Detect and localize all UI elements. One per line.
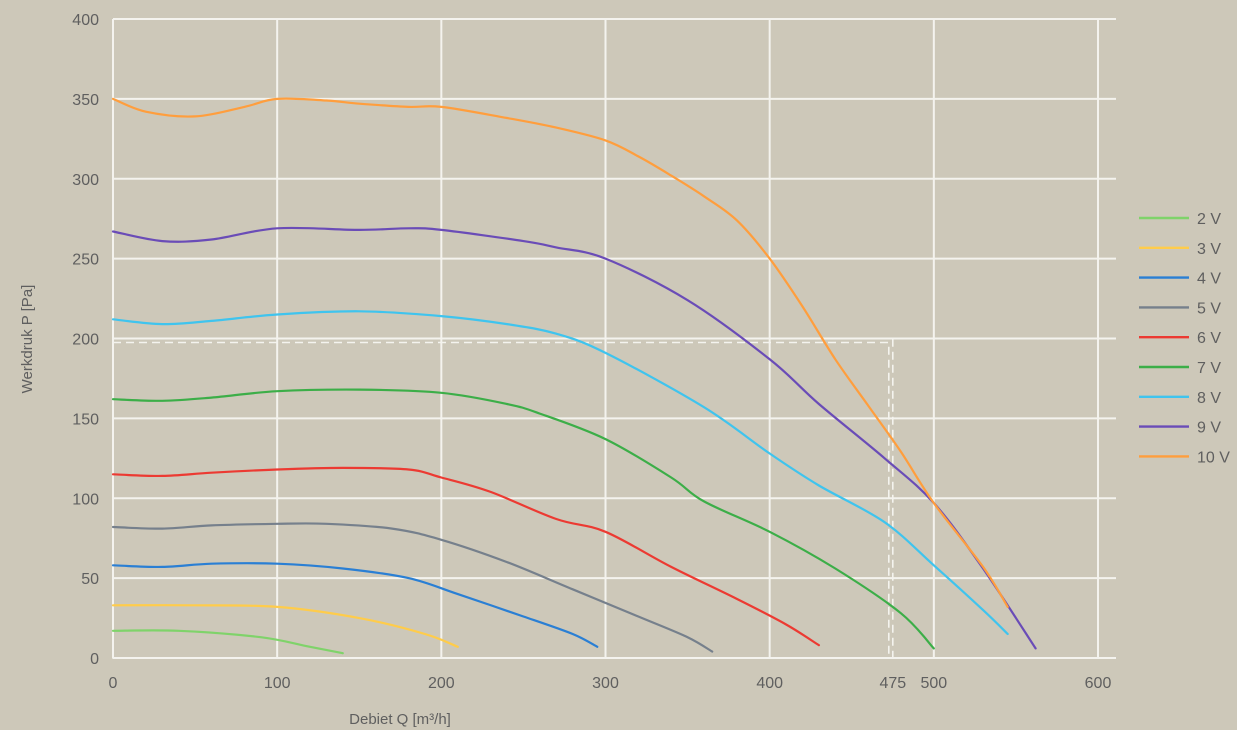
- y-tick-label: 150: [72, 411, 99, 428]
- y-tick-label: 350: [72, 92, 99, 109]
- legend-item-5v: 5 V: [1139, 300, 1221, 317]
- x-tick-label: 300: [592, 675, 619, 692]
- x-tick-label: 600: [1085, 675, 1112, 692]
- x-tick-label: 475: [879, 675, 906, 692]
- reference-outline-inner: [113, 341, 890, 658]
- legend-item-9v: 9 V: [1139, 420, 1221, 437]
- y-axis-title: Werkdruk P [Pa]: [19, 285, 36, 394]
- y-tick-label: 300: [72, 172, 99, 189]
- operating-point-reference-box: [112, 337, 894, 659]
- legend-item-6v: 6 V: [1139, 330, 1221, 347]
- y-tick-label: 400: [72, 12, 99, 29]
- legend-label: 3 V: [1197, 241, 1221, 258]
- legend-label: 4 V: [1197, 271, 1221, 288]
- series-line-4v: [111, 562, 599, 648]
- legend-item-3v: 3 V: [1139, 241, 1221, 258]
- reference-outline: [113, 337, 894, 658]
- series-line-3v: [111, 604, 459, 648]
- y-tick-label: 50: [81, 571, 99, 588]
- y-tick-label: 0: [90, 651, 99, 668]
- series-line-6v: [111, 466, 820, 647]
- legend-label: 5 V: [1197, 300, 1221, 317]
- series-line-9v: [111, 226, 1037, 650]
- y-tick-label: 100: [72, 491, 99, 508]
- x-tick-label: 100: [264, 675, 291, 692]
- series-line-8v: [111, 310, 1009, 636]
- horizontal-grid-lines: [113, 18, 1116, 659]
- x-tick-label: 0: [109, 675, 118, 692]
- legend-label: 6 V: [1197, 330, 1221, 347]
- series-line-5v: [111, 522, 714, 653]
- x-axis-title: Debiet Q [m³/h]: [349, 711, 451, 728]
- legend-label: 7 V: [1197, 360, 1221, 377]
- reference-outline-base: [112, 338, 893, 659]
- legend-item-8v: 8 V: [1139, 390, 1221, 407]
- y-tick-label: 250: [72, 252, 99, 269]
- legend-label: 8 V: [1197, 390, 1221, 407]
- y-axis-tick-labels: 0 50 100 150 200 250 300 350 400: [72, 12, 99, 668]
- x-tick-label: 500: [920, 675, 947, 692]
- series-line-7v: [111, 388, 935, 650]
- legend-label: 10 V: [1197, 449, 1230, 466]
- series-lines: [111, 97, 1037, 655]
- legend-label: 9 V: [1197, 420, 1221, 437]
- series-line-2v: [111, 629, 344, 655]
- series-line-10v: [111, 97, 1009, 608]
- legend-item-4v: 4 V: [1139, 271, 1221, 288]
- x-axis-tick-labels: 0 100 200 300 400 475 500 600: [109, 675, 1112, 692]
- legend: 2 V 3 V 4 V 5 V 6 V 7 V 8 V 9 V 10 V: [1139, 211, 1230, 466]
- legend-label: 2 V: [1197, 211, 1221, 228]
- y-tick-label: 200: [72, 332, 99, 349]
- legend-item-7v: 7 V: [1139, 360, 1221, 377]
- legend-item-2v: 2 V: [1139, 211, 1221, 228]
- legend-item-10v: 10 V: [1139, 449, 1230, 466]
- x-tick-label: 400: [756, 675, 783, 692]
- x-tick-label: 200: [428, 675, 455, 692]
